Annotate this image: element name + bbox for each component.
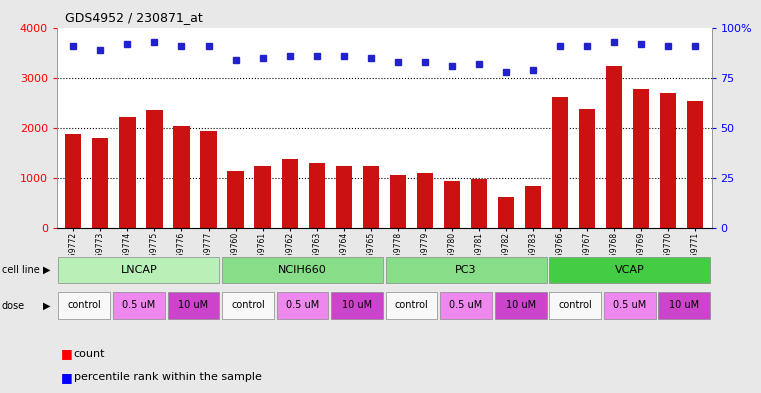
Text: ■: ■	[61, 371, 72, 384]
Text: 10 uM: 10 uM	[505, 300, 536, 310]
Text: control: control	[395, 300, 428, 310]
Bar	[276, 292, 329, 319]
Text: percentile rank within the sample: percentile rank within the sample	[74, 372, 262, 382]
Bar	[146, 110, 163, 228]
Bar	[386, 257, 546, 283]
Bar	[603, 292, 656, 319]
Bar	[633, 89, 649, 228]
Text: 10 uM: 10 uM	[342, 300, 372, 310]
Bar	[222, 257, 383, 283]
Bar	[113, 292, 165, 319]
Text: 10 uM: 10 uM	[178, 300, 209, 310]
Text: 10 uM: 10 uM	[669, 300, 699, 310]
Bar	[336, 166, 352, 228]
Bar	[59, 257, 219, 283]
Bar	[579, 109, 595, 228]
Text: control: control	[231, 300, 265, 310]
Bar	[549, 257, 710, 283]
Bar	[417, 173, 433, 228]
Text: dose: dose	[2, 301, 24, 310]
Text: 0.5 uM: 0.5 uM	[450, 300, 482, 310]
Text: VCAP: VCAP	[615, 264, 645, 275]
Bar	[440, 292, 492, 319]
Bar	[444, 181, 460, 228]
Bar	[552, 97, 568, 228]
Bar	[200, 131, 217, 228]
Text: count: count	[74, 349, 105, 359]
Bar	[119, 117, 135, 228]
Bar	[549, 292, 601, 319]
Bar	[390, 175, 406, 228]
Bar	[282, 159, 298, 228]
Bar	[228, 171, 244, 228]
Text: ▶: ▶	[43, 301, 50, 310]
Text: 0.5 uM: 0.5 uM	[286, 300, 319, 310]
Bar	[222, 292, 274, 319]
Bar	[65, 134, 81, 228]
Bar	[174, 126, 189, 228]
Text: 0.5 uM: 0.5 uM	[123, 300, 155, 310]
Text: GDS4952 / 230871_at: GDS4952 / 230871_at	[65, 11, 202, 24]
Bar	[687, 101, 703, 228]
Text: control: control	[68, 300, 101, 310]
Text: cell line: cell line	[2, 265, 40, 275]
Bar	[59, 292, 110, 319]
Bar	[658, 292, 710, 319]
Text: control: control	[559, 300, 592, 310]
Bar	[331, 292, 383, 319]
Text: PC3: PC3	[455, 264, 477, 275]
Bar	[498, 197, 514, 228]
Bar	[308, 163, 325, 228]
Bar	[254, 166, 271, 228]
Text: 0.5 uM: 0.5 uM	[613, 300, 646, 310]
Bar	[386, 292, 438, 319]
Bar	[606, 66, 622, 228]
Text: LNCAP: LNCAP	[120, 264, 158, 275]
Bar	[167, 292, 219, 319]
Bar	[363, 166, 379, 228]
Text: NCIH660: NCIH660	[278, 264, 327, 275]
Bar	[495, 292, 546, 319]
Bar	[471, 179, 487, 228]
Bar	[660, 93, 677, 228]
Text: ▶: ▶	[43, 265, 50, 275]
Bar	[525, 186, 541, 228]
Text: ■: ■	[61, 347, 72, 360]
Bar	[92, 138, 109, 228]
